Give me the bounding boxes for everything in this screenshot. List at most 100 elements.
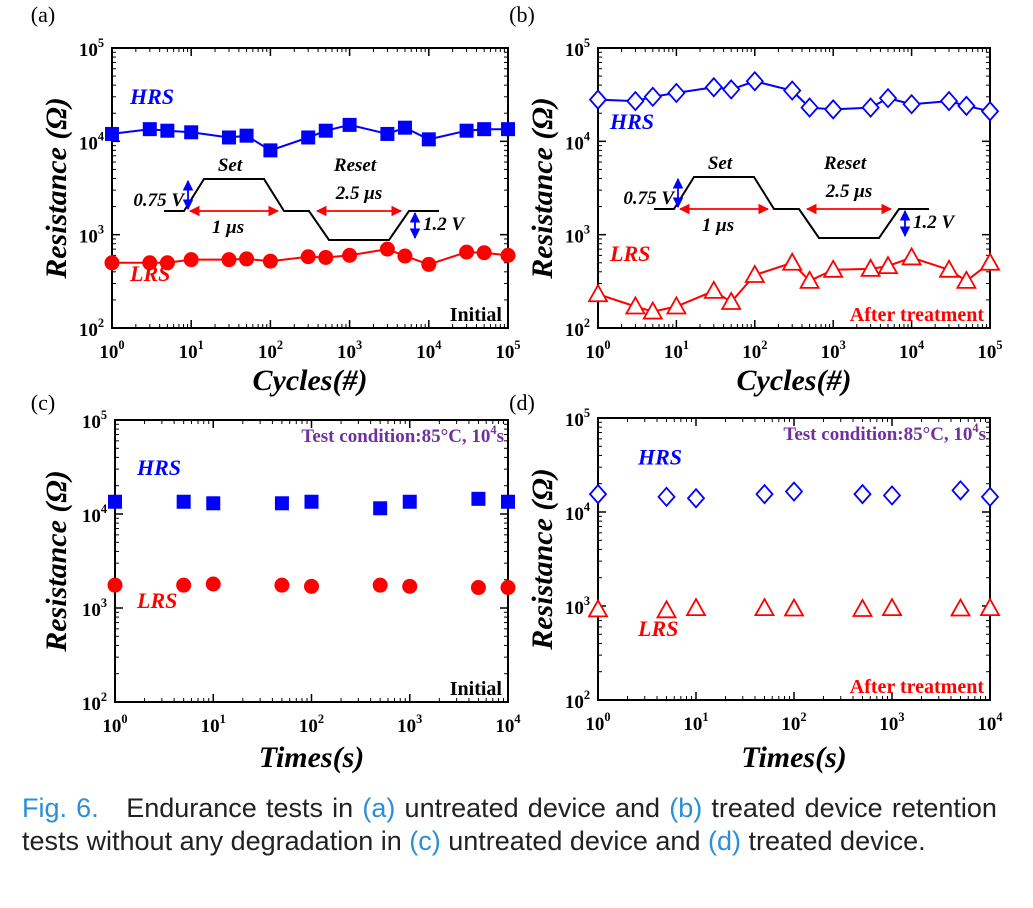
panel-a-x-tick-label: 105 <box>495 338 520 363</box>
panel-b-set-voltage-label: 0.75 V <box>623 188 675 209</box>
panel-c-hrs-point <box>501 494 515 509</box>
panel-a-lrs-point <box>104 255 120 271</box>
panel-d-lrs-point <box>881 597 903 616</box>
panel-d-y-tick-label: 104 <box>565 500 590 525</box>
panel-d-tag: (d) <box>509 390 535 415</box>
panel-c-y-tick-label: 105 <box>82 408 107 433</box>
panel-c-lrs-point <box>107 577 123 593</box>
panel-b-lrs-point <box>860 258 882 277</box>
panel-c-lrs-point <box>372 577 388 593</box>
panel-a-hrs-line <box>111 123 508 152</box>
panel-a-lrs-point <box>183 252 199 268</box>
panel-c-lrs-point <box>205 576 221 592</box>
panel-a-lrs-point <box>421 256 437 272</box>
panel-d-x-tick-label: 103 <box>879 710 904 735</box>
panel-b-lrs-point <box>979 251 1001 271</box>
panel-d-hrs-point <box>980 486 1000 508</box>
panel-b-lrs-point <box>822 258 844 278</box>
panel-d-lrs-point <box>783 597 805 617</box>
panel-d-lrs-point <box>979 597 1001 616</box>
panel-d-x-axis-label: Times(s) <box>741 741 847 774</box>
caption-ref-b: (b) <box>669 793 703 823</box>
panel-d-lrs-point <box>685 597 707 616</box>
figure: (a) 100 101 102 103 104 105 102 103 104 105 Cycles(… <box>31 2 1003 774</box>
panel-d-x-tick-label: 101 <box>683 710 708 735</box>
panel-b-series-lrs <box>587 246 1001 320</box>
panel-b-y-tick-label: 102 <box>565 316 590 341</box>
panel-a-lrs-label: LRS <box>129 261 170 286</box>
panel-b-reset-time-label: 2.5 μs <box>825 181 872 202</box>
panel-c-lrs-label: LRS <box>136 588 177 613</box>
panel-b-hrs-point <box>667 82 686 104</box>
panel-b-lrs-point <box>642 300 664 320</box>
panel-a-lrs-point <box>318 249 334 265</box>
panel-c-hrs-point <box>471 491 486 506</box>
panel-a-hrs-point <box>184 125 199 140</box>
panel-a-hrs-point <box>239 128 254 143</box>
panel-d-series-lrs <box>587 597 1001 619</box>
panel-b: (b) 100 101 102 103 104 105 102 103 104 105 Cycles(… <box>509 2 1002 397</box>
panel-b-hrs-point <box>588 89 608 110</box>
panel-a-lrs-point <box>500 247 516 263</box>
panel-b-lrs-point <box>665 295 687 315</box>
panel-d-hrs-point <box>853 483 872 505</box>
caption-text-2: untreated device and <box>404 793 661 823</box>
caption-ref-c: (c) <box>409 826 441 856</box>
panel-d-lrs-label: LRS <box>637 616 678 641</box>
caption-text-3: treated device retention tests without a… <box>22 793 997 856</box>
panel-b-hrs-point <box>823 99 843 120</box>
panel-d-y-tick-label: 103 <box>565 594 590 619</box>
panel-a-reset-label: Reset <box>333 155 377 176</box>
caption-text-4: untreated device and <box>448 826 701 856</box>
panel-b-x-axis-label: Cycles(#) <box>737 364 852 397</box>
panel-b-hrs-point <box>721 79 741 100</box>
panel-c-y-tick-label: 103 <box>82 596 107 621</box>
panel-b-y-tick-label: 105 <box>565 36 590 61</box>
panel-c-x-axis-label: Times(s) <box>259 741 365 774</box>
panel-c-y-tick-label: 104 <box>82 502 107 527</box>
panel-d-x-tick-label: 104 <box>977 710 1002 735</box>
caption-ref-a: (a) <box>362 793 396 823</box>
panel-a-y-tick-label: 104 <box>79 129 104 154</box>
panel-b-hrs-point <box>704 76 724 98</box>
panel-d-y-axis-label: Resistance (Ω) <box>526 468 559 651</box>
panel-b-y-tick-label: 104 <box>565 129 590 154</box>
panel-b-x-tick-label: 100 <box>585 338 610 363</box>
panel-d-lrs-point <box>753 597 776 616</box>
panel-c-hrs-point <box>304 494 319 509</box>
panel-a-lrs-point <box>397 248 413 264</box>
panel-b-hrs-point <box>980 100 1000 122</box>
panel-d-x-tick-label: 100 <box>585 710 610 735</box>
panel-c-lrs-point <box>402 578 418 594</box>
panel-c-series-lrs <box>107 576 516 596</box>
panel-d-hrs-point <box>951 479 970 501</box>
panel-a-pulse-inset: Set Reset 0.75 V 1 μs 2.5 μs 1.2 V <box>133 155 466 241</box>
panel-c-hrs-point <box>373 501 388 516</box>
panel-b-series-hrs <box>588 70 1000 122</box>
panel-a-reset-voltage-label: 1.2 V <box>423 214 466 235</box>
panel-a-series-lrs <box>104 241 516 272</box>
panel-a-lrs-point <box>239 251 255 267</box>
panel-b-hrs-line <box>597 80 991 113</box>
panel-a-y-tick-label: 103 <box>79 223 104 248</box>
panel-c-lrs-point <box>500 580 516 596</box>
panel-a-hrs-point <box>342 117 357 132</box>
panel-b-hrs-point <box>957 95 976 117</box>
panel-b-state-label: After treatment <box>850 304 985 326</box>
panel-b-lrs-label: LRS <box>609 241 650 266</box>
panel-a-hrs-point <box>160 123 175 138</box>
panel-b-frame <box>597 47 991 329</box>
panel-b-hrs-point <box>783 80 802 101</box>
panel-d-state-label: After treatment <box>850 676 985 698</box>
panel-d-hrs-point <box>755 483 774 505</box>
panel-d-hrs-point <box>588 483 608 505</box>
panel-b-y-tick-label: 103 <box>565 223 590 248</box>
panel-d-series-hrs <box>588 479 1000 509</box>
panel-b-hrs-point <box>800 97 819 118</box>
panel-a-lrs-line <box>112 248 509 266</box>
panel-c-y-axis-label: Resistance (Ω) <box>40 470 73 653</box>
panel-d-hrs-point <box>784 481 804 502</box>
panel-b-y-axis-label: Resistance (Ω) <box>526 97 559 280</box>
panel-a-x-tick-label: 104 <box>416 338 441 363</box>
panel-c-hrs-point <box>176 494 191 509</box>
